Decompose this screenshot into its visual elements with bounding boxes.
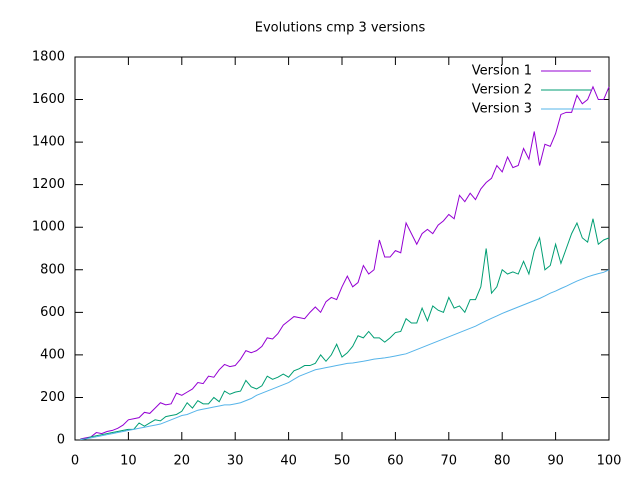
series-line [80,218,610,440]
x-tick-label: 80 [494,454,511,469]
chart-title: Evolutions cmp 3 versions [255,21,426,36]
x-tick-label: 20 [174,454,191,469]
x-tick-label: 10 [120,454,137,469]
legend-label: Version 2 [472,83,532,98]
y-tick-label: 1200 [32,177,65,192]
y-tick-label: 1600 [32,92,65,107]
series-line [80,85,610,440]
x-tick-label: 50 [334,454,351,469]
x-tick-label: 0 [71,454,79,469]
y-tick-label: 600 [40,305,65,320]
y-tick-label: 1400 [32,135,65,150]
series-line [80,269,610,441]
y-tick-label: 800 [40,262,65,277]
x-tick-label: 60 [387,454,404,469]
y-tick-label: 200 [40,390,65,405]
legend-label: Version 1 [472,64,532,79]
y-tick-label: 400 [40,347,65,362]
x-tick-label: 40 [280,454,297,469]
x-tick-label: 100 [597,454,622,469]
x-tick-label: 30 [227,454,244,469]
x-tick-label: 90 [547,454,564,469]
y-tick-label: 0 [57,433,65,448]
y-tick-label: 1800 [32,50,65,65]
legend-label: Version 3 [472,102,532,117]
y-tick-label: 1000 [32,220,65,235]
x-tick-label: 70 [441,454,458,469]
